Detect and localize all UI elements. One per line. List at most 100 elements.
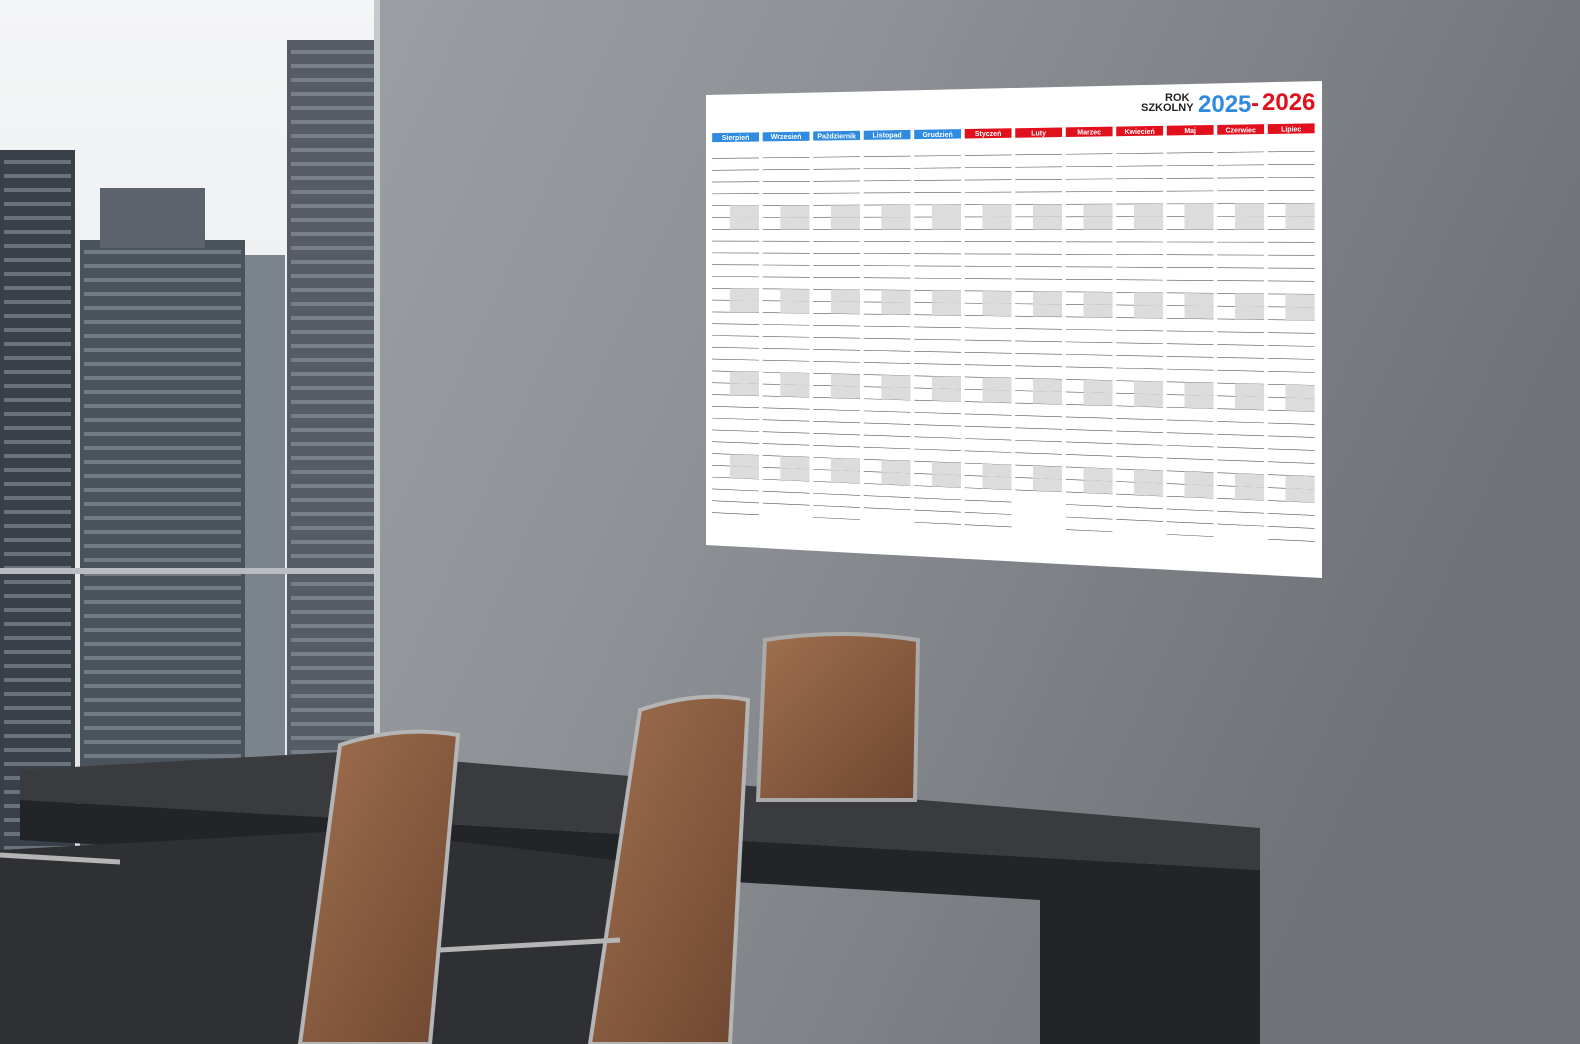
day-row-line bbox=[914, 424, 962, 427]
weekend-shade bbox=[881, 387, 911, 401]
day-row-line bbox=[863, 410, 911, 413]
day-row-line bbox=[1166, 330, 1214, 333]
weekend-shade bbox=[1285, 384, 1315, 399]
day-row-line bbox=[1217, 331, 1265, 333]
day-row-line bbox=[1065, 454, 1113, 457]
weekend-shade bbox=[1083, 379, 1113, 394]
month-column: Wrzesień bbox=[762, 131, 810, 506]
day-row-line bbox=[914, 497, 962, 501]
weekend-shade bbox=[881, 472, 911, 486]
weekend-shade bbox=[1234, 293, 1265, 307]
weekend-shade bbox=[982, 216, 1012, 230]
day-row-line bbox=[762, 443, 810, 446]
day-row-line bbox=[1116, 152, 1164, 154]
day-row-line bbox=[712, 157, 759, 159]
weekend-shade bbox=[1133, 482, 1164, 497]
weekend-shade bbox=[780, 468, 810, 482]
weekend-shade bbox=[830, 301, 860, 314]
day-row-line bbox=[1267, 526, 1315, 529]
day-row-line bbox=[813, 409, 861, 412]
month-label: Grudzień bbox=[922, 132, 952, 139]
month-header bbox=[863, 129, 911, 140]
weekend-shade bbox=[1032, 478, 1063, 492]
day-row-line bbox=[964, 339, 1012, 342]
weekend-shade bbox=[931, 376, 962, 390]
poster-year-start: 2025 bbox=[1198, 91, 1251, 118]
month-label: Styczeń bbox=[975, 131, 1001, 138]
weekend-shade bbox=[729, 205, 759, 218]
day-row-line bbox=[762, 419, 810, 422]
day-row-line bbox=[813, 421, 861, 424]
weekend-shade bbox=[1285, 216, 1315, 230]
weekend-shade bbox=[1083, 467, 1113, 482]
weekend-shade bbox=[830, 385, 860, 399]
day-row-line bbox=[914, 338, 962, 341]
weekend-shade bbox=[780, 288, 810, 302]
day-row-line bbox=[1015, 427, 1063, 430]
day-row-line bbox=[712, 500, 759, 504]
day-row-line bbox=[964, 327, 1012, 329]
weekend-shade bbox=[1083, 204, 1113, 217]
poster-year-separator: - bbox=[1251, 90, 1259, 117]
month-header bbox=[914, 129, 962, 140]
weekend-shade bbox=[982, 476, 1012, 490]
weekend-shade bbox=[1285, 475, 1315, 490]
day-row-line bbox=[914, 326, 962, 328]
weekend-shade bbox=[881, 217, 911, 230]
day-row-line bbox=[964, 499, 1012, 503]
month-column: Lipiec bbox=[1267, 123, 1315, 542]
day-row-line bbox=[1267, 538, 1315, 542]
weekend-shade bbox=[1184, 484, 1214, 499]
weekend-shade bbox=[1285, 294, 1315, 308]
weekend-shade bbox=[1032, 378, 1063, 392]
day-row-line bbox=[1217, 510, 1265, 514]
day-row-line bbox=[813, 433, 861, 436]
weekend-shade bbox=[729, 288, 759, 301]
month-label: Luty bbox=[1031, 130, 1046, 137]
day-row-line bbox=[1166, 432, 1214, 435]
day-row-line bbox=[1015, 439, 1063, 443]
weekend-shade bbox=[881, 374, 911, 388]
day-row-line bbox=[762, 348, 810, 350]
weekend-shade bbox=[1184, 293, 1214, 307]
day-row-line bbox=[863, 507, 911, 511]
day-row-line bbox=[813, 337, 861, 339]
month-column: Styczeń bbox=[964, 128, 1012, 528]
month-column: Maj bbox=[1166, 125, 1214, 537]
month-label: Marzec bbox=[1077, 130, 1101, 137]
day-row-line bbox=[1166, 343, 1214, 345]
day-row-line bbox=[1267, 332, 1315, 334]
month-label: Wrzesień bbox=[771, 134, 802, 141]
window bbox=[0, 0, 380, 1044]
weekend-shade bbox=[729, 300, 759, 313]
day-row-line bbox=[1015, 452, 1063, 455]
weekend-shade bbox=[931, 461, 962, 476]
weekend-shade bbox=[1184, 382, 1214, 396]
weekend-shade bbox=[1184, 203, 1214, 217]
day-row-line bbox=[1217, 421, 1265, 424]
day-row-line bbox=[1217, 369, 1265, 372]
day-row-line bbox=[914, 509, 962, 513]
weekend-shade bbox=[729, 466, 759, 480]
day-row-line bbox=[863, 362, 911, 364]
poster-title-szkolny: SZKOLNY bbox=[1141, 102, 1194, 114]
weekend-shade bbox=[881, 289, 911, 303]
weekend-shade bbox=[982, 463, 1012, 478]
day-row-line bbox=[712, 335, 759, 337]
day-row-line bbox=[712, 441, 759, 444]
day-row-line bbox=[863, 434, 911, 437]
weekend-shade bbox=[729, 217, 759, 230]
weekend-shade bbox=[931, 302, 962, 316]
day-row-line bbox=[1166, 508, 1214, 512]
day-row-line bbox=[964, 425, 1012, 429]
day-row-line bbox=[1116, 418, 1164, 421]
month-header bbox=[712, 132, 759, 143]
calendar-poster: ROK SZKOLNY 2025 - 2026 Sierpień Wrzesień… bbox=[706, 81, 1322, 578]
weekend-shade bbox=[729, 454, 759, 468]
weekend-shade bbox=[1032, 216, 1063, 230]
weekend-shade bbox=[982, 377, 1012, 391]
day-row-line bbox=[914, 351, 962, 353]
day-row-line bbox=[762, 157, 810, 159]
day-row-line bbox=[712, 358, 759, 361]
